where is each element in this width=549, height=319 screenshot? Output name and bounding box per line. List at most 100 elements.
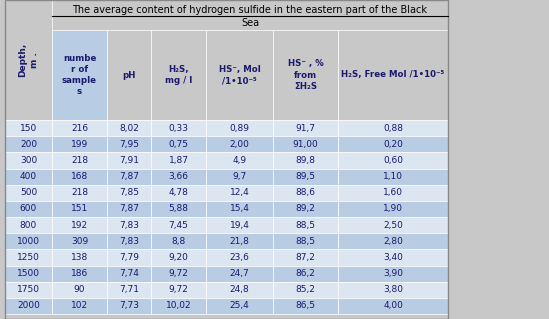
Bar	[338, 298, 448, 314]
Bar	[206, 168, 273, 185]
Text: 87,2: 87,2	[295, 253, 316, 262]
Text: 7,83: 7,83	[119, 237, 139, 246]
Bar	[52, 233, 107, 249]
Text: 0,60: 0,60	[383, 156, 403, 165]
Text: 150: 150	[20, 123, 37, 133]
Text: 102: 102	[71, 301, 88, 310]
Bar	[338, 265, 448, 282]
Bar	[107, 233, 151, 249]
Text: 151: 151	[71, 204, 88, 213]
Bar	[5, 185, 52, 201]
Text: 7,79: 7,79	[119, 253, 139, 262]
Text: 200: 200	[20, 140, 37, 149]
Text: 500: 500	[20, 188, 37, 197]
Text: 168: 168	[71, 172, 88, 181]
Bar	[151, 298, 206, 314]
Bar	[273, 201, 338, 217]
Bar	[206, 217, 273, 233]
Text: 91,00: 91,00	[293, 140, 318, 149]
Text: 23,6: 23,6	[229, 253, 249, 262]
Text: 25,4: 25,4	[229, 301, 249, 310]
Bar	[206, 152, 273, 168]
Text: 2,80: 2,80	[383, 237, 403, 246]
Text: 7,74: 7,74	[119, 269, 139, 278]
Bar	[5, 282, 52, 298]
Bar	[151, 217, 206, 233]
Bar	[107, 298, 151, 314]
Bar	[151, 30, 206, 120]
Text: Depth,
m .: Depth, m .	[19, 43, 38, 77]
Bar	[5, 249, 52, 265]
Text: 86,2: 86,2	[295, 269, 316, 278]
Bar	[5, 0, 448, 319]
Text: 2,50: 2,50	[383, 220, 403, 230]
Bar	[338, 233, 448, 249]
Text: 1,87: 1,87	[169, 156, 188, 165]
Bar	[151, 120, 206, 136]
Bar	[338, 249, 448, 265]
Text: 7,91: 7,91	[119, 156, 139, 165]
Bar	[52, 265, 107, 282]
Text: 1,60: 1,60	[383, 188, 403, 197]
Text: 8,8: 8,8	[171, 237, 186, 246]
Text: 0,33: 0,33	[169, 123, 188, 133]
Bar	[5, 298, 52, 314]
Text: 0,75: 0,75	[169, 140, 188, 149]
Text: 5,88: 5,88	[169, 204, 188, 213]
Text: 3,80: 3,80	[383, 285, 403, 294]
Bar	[338, 30, 448, 120]
Bar	[206, 298, 273, 314]
Bar	[5, 265, 52, 282]
Text: 1000: 1000	[17, 237, 40, 246]
Bar	[151, 233, 206, 249]
Bar	[338, 201, 448, 217]
Bar	[273, 120, 338, 136]
Bar	[338, 152, 448, 168]
Text: 19,4: 19,4	[229, 220, 249, 230]
Text: HS⁻ , %
from
ΣH₂S: HS⁻ , % from ΣH₂S	[288, 59, 323, 91]
Text: 9,72: 9,72	[169, 285, 188, 294]
Bar	[206, 201, 273, 217]
Text: 90: 90	[74, 285, 85, 294]
Bar	[273, 217, 338, 233]
Bar	[107, 217, 151, 233]
Bar	[151, 282, 206, 298]
Text: 2000: 2000	[17, 301, 40, 310]
Bar	[107, 120, 151, 136]
Text: 2,00: 2,00	[229, 140, 249, 149]
Bar	[107, 265, 151, 282]
Bar	[206, 265, 273, 282]
Bar	[5, 136, 52, 152]
Bar	[273, 249, 338, 265]
Text: Sea: Sea	[241, 18, 259, 28]
Bar	[151, 168, 206, 185]
Bar	[5, 0, 448, 120]
Bar	[52, 120, 107, 136]
Bar	[52, 30, 107, 120]
Bar	[52, 282, 107, 298]
Text: 1500: 1500	[17, 269, 40, 278]
Bar	[5, 217, 52, 233]
Text: 1,90: 1,90	[383, 204, 403, 213]
Text: 7,87: 7,87	[119, 204, 139, 213]
Bar	[273, 185, 338, 201]
Bar	[5, 0, 52, 120]
Bar	[338, 168, 448, 185]
Text: 86,5: 86,5	[295, 301, 316, 310]
Text: 7,83: 7,83	[119, 220, 139, 230]
Text: 3,66: 3,66	[169, 172, 188, 181]
Bar	[52, 217, 107, 233]
Text: The average content of hydrogen sulfide in the eastern part of the Black: The average content of hydrogen sulfide …	[72, 5, 428, 15]
Bar	[206, 249, 273, 265]
Text: 24,8: 24,8	[229, 285, 249, 294]
Bar	[5, 201, 52, 217]
Text: 199: 199	[71, 140, 88, 149]
Bar	[107, 185, 151, 201]
Text: 88,6: 88,6	[295, 188, 316, 197]
Bar	[151, 265, 206, 282]
Text: H₂S, Free Mol /1•10⁻⁵: H₂S, Free Mol /1•10⁻⁵	[341, 70, 445, 79]
Text: 12,4: 12,4	[229, 188, 249, 197]
Bar	[338, 136, 448, 152]
Bar	[5, 233, 52, 249]
Bar	[273, 168, 338, 185]
